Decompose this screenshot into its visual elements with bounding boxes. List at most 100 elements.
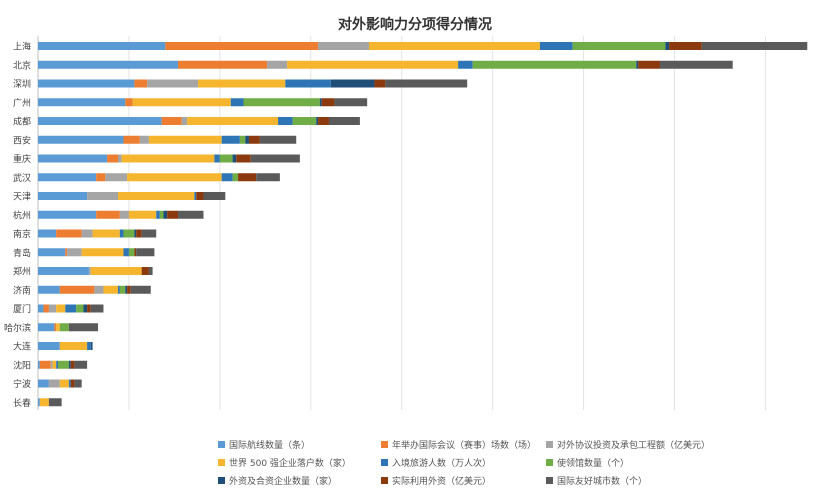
bar-segment (156, 210, 160, 219)
bar-segment (38, 60, 179, 69)
bar-segment (134, 79, 148, 88)
category-label: 沈阳 (13, 359, 31, 371)
bar-segment (48, 304, 57, 313)
bar-segment (70, 379, 75, 388)
bar-segment (38, 210, 97, 219)
bar-segment (287, 60, 459, 69)
bar-segment (59, 323, 69, 332)
bar-segment (123, 248, 129, 257)
bar-segment (256, 173, 280, 182)
category-label: 深圳 (13, 79, 31, 90)
bar-segment (38, 323, 55, 332)
bar-segment (136, 248, 155, 257)
bar-segment (118, 285, 120, 294)
bar-segment (118, 192, 195, 200)
bar-segment (127, 173, 222, 182)
category-labels: 上海北京深圳广州成都西安重庆武汉天津杭州南京青岛郑州济南厦门哈尔滨大连沈阳宁波长… (4, 41, 31, 409)
bar-segment (90, 304, 104, 313)
bar-segment (96, 173, 106, 182)
bar-segment (38, 304, 44, 313)
bar-segment (236, 154, 251, 163)
bar-segment (638, 60, 660, 69)
legend-label: 使领馆数量（个） (557, 459, 630, 469)
bar-segment (38, 98, 126, 107)
bar-segment (119, 285, 126, 294)
bar-segment (125, 285, 128, 294)
bar-segment (87, 192, 119, 200)
bar-segment (87, 304, 91, 313)
bar-segment (148, 267, 153, 275)
category-label: 武汉 (13, 172, 31, 184)
category-label: 广州 (13, 97, 31, 109)
bar-segment (119, 229, 124, 238)
category-label: 重庆 (13, 153, 31, 165)
bar-segment (81, 248, 124, 257)
bar-segment (38, 135, 124, 144)
bar-segment (58, 360, 69, 369)
bar-segment (81, 229, 93, 238)
bar-segment (472, 60, 637, 69)
bar-segment (318, 42, 369, 50)
bar-segment (368, 42, 540, 50)
bar-segment (38, 398, 40, 407)
bar-segment (285, 79, 331, 88)
category-label: 哈尔滨 (4, 322, 31, 334)
category-label: 青岛 (13, 247, 31, 259)
bar-segment (194, 192, 197, 200)
bar-segment (259, 135, 297, 144)
category-label: 大连 (13, 341, 31, 353)
legend-swatch (546, 441, 553, 448)
bar-segment (87, 342, 91, 350)
bar-segment (38, 379, 49, 388)
bar-segment (636, 60, 639, 69)
bar-segment (232, 154, 237, 163)
bar-segment (130, 285, 151, 294)
category-label: 郑州 (13, 266, 31, 278)
category-label: 长春 (13, 397, 31, 409)
bar-segment (385, 79, 468, 88)
legend-swatch (381, 441, 388, 448)
legend-label: 世界 500 强企业落户数（家） (229, 459, 351, 469)
legend-swatch (218, 441, 225, 448)
bar-segment (161, 117, 182, 125)
bar-segment (38, 154, 108, 163)
bar-segment (136, 229, 142, 238)
category-label: 杭州 (13, 209, 31, 221)
bar-segment (103, 285, 119, 294)
bar-segment (38, 248, 66, 257)
bar-segment (128, 210, 157, 219)
bar-segment (134, 248, 137, 257)
bars (38, 42, 808, 407)
bar-segment (56, 304, 66, 313)
category-label: 厦门 (13, 303, 31, 315)
bar-segment (48, 379, 60, 388)
bar-segment (90, 342, 93, 350)
legend-item: 实际利用外资（亿美元） (381, 474, 491, 487)
legend-label: 对外协议投资及承包工程额（亿美元） (557, 441, 711, 451)
bar-segment (148, 135, 222, 144)
bar-segment (334, 98, 368, 107)
legend-item: 世界 500 强企业落户数（家） (218, 456, 351, 469)
bar-segment (38, 360, 40, 369)
bar-segment (458, 60, 473, 69)
bar-segment (250, 154, 300, 163)
bar-segment (219, 154, 233, 163)
bar-segment (43, 304, 49, 313)
bar-segment (701, 42, 808, 50)
bar-segment (38, 342, 60, 350)
bar-segment (165, 42, 319, 50)
bar-segment (159, 210, 164, 219)
bar-segment (94, 285, 104, 294)
legend-item: 对外协议投资及承包工程额（亿美元） (546, 438, 710, 451)
bar-segment (83, 304, 88, 313)
bar-segment (278, 117, 293, 125)
bar-segment (50, 360, 53, 369)
bar-segment (221, 135, 240, 144)
legend-item: 入境旅游人数（万人次） (381, 456, 491, 469)
legend-item: 年举办国际会议（赛事）场数（场） (381, 438, 536, 451)
bar-segment (90, 267, 142, 275)
gridlines (37, 36, 766, 410)
bar-segment (318, 117, 329, 125)
bar-segment (572, 42, 666, 50)
bar-segment (59, 342, 88, 350)
